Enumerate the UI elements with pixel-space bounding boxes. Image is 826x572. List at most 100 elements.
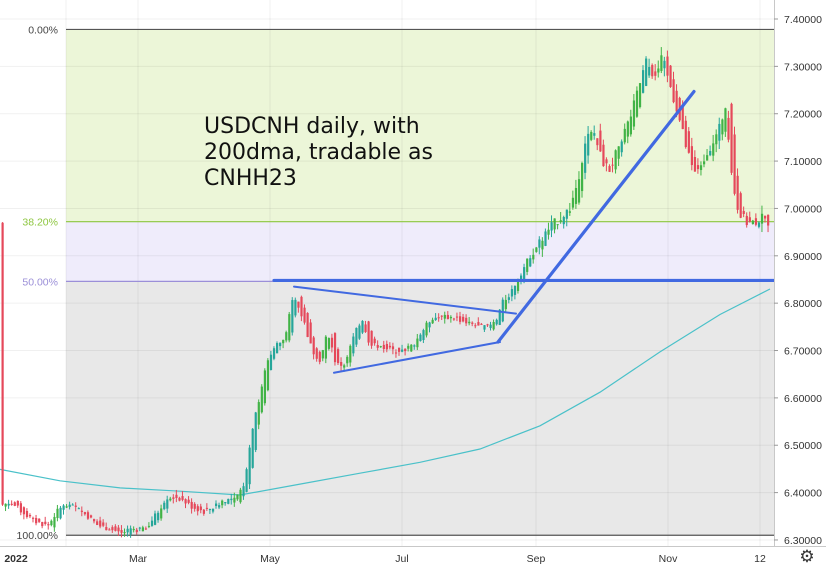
candle	[742, 206, 745, 218]
candle-body	[93, 519, 96, 522]
candle-body	[50, 520, 53, 526]
candle-body	[602, 144, 605, 167]
candle	[53, 513, 56, 532]
candle-body	[181, 496, 184, 500]
candle	[767, 214, 770, 233]
chart-annotation: USDCNH daily, with 200dma, tradable as C…	[204, 114, 434, 191]
candle	[492, 319, 495, 331]
candle	[587, 126, 590, 164]
candle-body	[638, 83, 642, 108]
time-tick-label: Sep	[527, 553, 546, 565]
candle	[306, 312, 309, 338]
candle-body	[230, 498, 233, 501]
candle	[721, 118, 724, 141]
moving-average-line	[0, 288, 771, 496]
settings-gear-icon[interactable]: ⚙	[799, 547, 815, 567]
candle-body	[83, 512, 87, 515]
candle-body	[215, 503, 218, 507]
candle-body	[236, 494, 239, 500]
candle	[56, 504, 59, 522]
candle-body	[571, 197, 575, 208]
candle-body	[379, 346, 382, 348]
candle	[480, 322, 483, 325]
candle-body	[455, 316, 459, 318]
candle-body	[764, 215, 767, 219]
candle-body	[47, 524, 50, 526]
candle	[141, 525, 144, 532]
candle	[614, 149, 617, 174]
candle	[669, 65, 672, 88]
candle	[111, 525, 114, 533]
candle-body	[565, 209, 568, 219]
candle-body	[291, 300, 294, 333]
candle-body	[504, 299, 507, 310]
candle	[160, 504, 163, 521]
candle	[559, 211, 562, 224]
candle	[291, 297, 294, 336]
candle-body	[129, 528, 132, 535]
candle-body	[617, 146, 620, 159]
candle-body	[105, 527, 108, 531]
candle-body	[99, 520, 102, 527]
candle	[126, 525, 129, 537]
candle	[129, 525, 132, 538]
candle-body	[373, 338, 376, 344]
candle	[693, 150, 697, 172]
candle-body	[599, 130, 602, 152]
fib-level-label: 50.00%	[22, 276, 58, 288]
candle	[117, 525, 120, 536]
candle	[4, 503, 7, 512]
candle-body	[279, 342, 282, 347]
candle	[269, 350, 273, 371]
candle-body	[642, 70, 645, 93]
candle-body	[410, 344, 413, 352]
candle-body	[507, 297, 510, 300]
candle-body	[1, 222, 4, 505]
candle	[367, 320, 370, 346]
candle-body	[581, 163, 584, 192]
candle	[736, 168, 739, 214]
candle-body	[202, 509, 205, 514]
candle	[764, 215, 767, 223]
candle-body	[303, 307, 306, 323]
candle-body	[193, 503, 196, 509]
candle	[407, 343, 410, 352]
candle-body	[559, 220, 562, 222]
candle-body	[117, 527, 120, 532]
candle-body	[38, 518, 41, 522]
candle-body	[248, 447, 251, 485]
candle	[684, 115, 687, 149]
candle-body	[114, 526, 117, 531]
candle	[340, 357, 343, 371]
candle	[22, 506, 26, 520]
candle-body	[111, 527, 114, 531]
candle	[495, 318, 498, 326]
time-tick-label: Mar	[129, 553, 148, 565]
candle-body	[614, 150, 617, 170]
candle	[327, 337, 331, 351]
candle	[577, 171, 581, 205]
candle	[330, 333, 334, 353]
candle-body	[635, 90, 639, 117]
candle-body	[138, 527, 141, 529]
candle	[13, 501, 16, 507]
candle	[74, 502, 77, 512]
candle	[620, 139, 623, 157]
candle	[440, 315, 443, 321]
candle-body	[706, 155, 709, 161]
candle	[718, 117, 721, 150]
price-tick-label: 6.80000	[784, 298, 822, 310]
candle	[581, 161, 584, 198]
candle	[254, 411, 257, 453]
candle	[28, 513, 32, 519]
candle-body	[492, 322, 495, 330]
candle	[596, 138, 599, 151]
candle	[388, 342, 392, 350]
candle-body	[337, 349, 340, 364]
candle	[648, 58, 651, 78]
candle-body	[364, 324, 367, 333]
candle	[205, 503, 209, 512]
candle-body	[541, 240, 544, 250]
candle	[190, 498, 193, 514]
